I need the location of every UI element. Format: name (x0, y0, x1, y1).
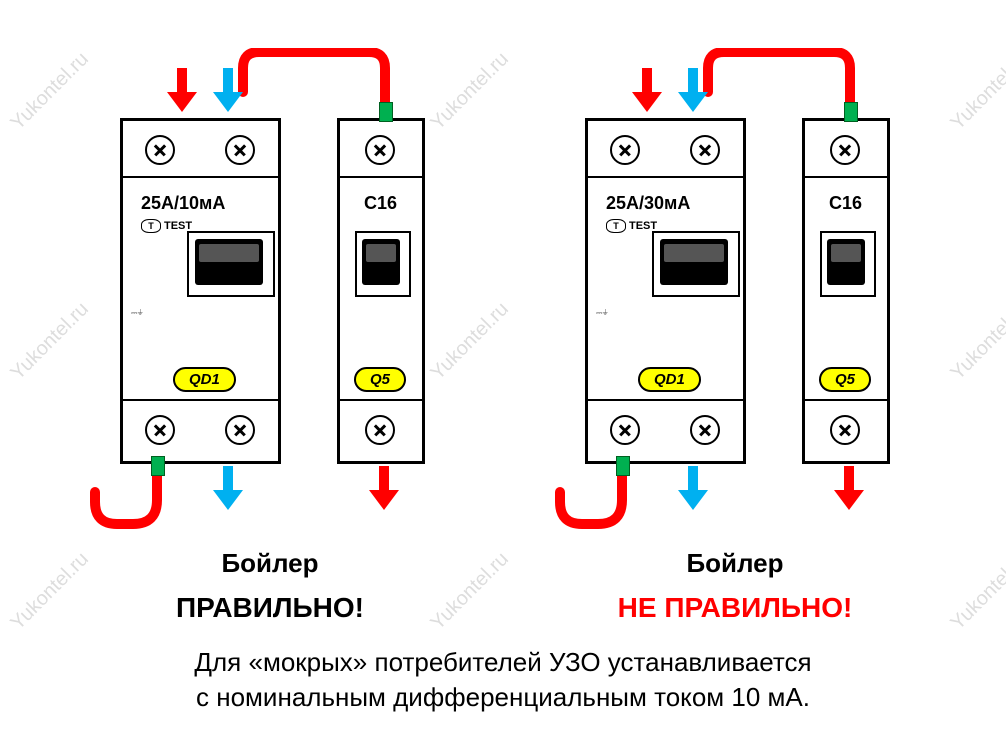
phase-out-arrow (834, 466, 864, 510)
wiring-panel: 25А/30мАTTEST⎓⏚QD1C16Q5 БойлерНЕ ПРАВИЛЬ… (520, 48, 950, 568)
phase-wire-top (243, 52, 385, 118)
neutral-out-arrow (213, 466, 243, 510)
terminal-screw (690, 135, 720, 165)
rcd-device: 25А/30мА TTEST ⎓⏚ QD1 (585, 118, 746, 464)
mcb-device: C16 Q5 (337, 118, 425, 464)
terminal-screw (830, 415, 860, 445)
verdict-label: НЕ ПРАВИЛЬНО! (520, 592, 950, 624)
phase-out-arrow (369, 466, 399, 510)
mcb-tag: Q5 (354, 367, 406, 392)
mcb-tag: Q5 (819, 367, 871, 392)
mcb-device: C16 Q5 (802, 118, 890, 464)
mcb-rating: C16 (364, 193, 397, 214)
terminal-screw (610, 415, 640, 445)
phase-wire-bottom (560, 460, 622, 524)
verdict-label: ПРАВИЛЬНО! (55, 592, 485, 624)
terminal-screw (610, 135, 640, 165)
rcd-tag: QD1 (173, 367, 236, 392)
rcd-rating: 25А/30мА (606, 193, 690, 214)
terminal-screw (145, 135, 175, 165)
rcd-circuit-symbol: ⎓⏚ (596, 309, 608, 317)
device-divider (805, 399, 887, 401)
device-label: Бойлер (55, 548, 485, 579)
rcd-toggle-frame (652, 231, 740, 297)
terminal-screw (145, 415, 175, 445)
wiring-panel: 25А/10мАTTEST⎓⏚QD1C16Q5 БойлерПРАВИЛЬНО! (55, 48, 485, 568)
device-divider (588, 176, 743, 178)
phase-in-arrow (167, 68, 197, 112)
rcd-test-button: TTEST (141, 219, 192, 233)
terminal-screw (830, 135, 860, 165)
device-divider (588, 399, 743, 401)
device-divider (805, 176, 887, 178)
terminal-screw (690, 415, 720, 445)
rcd-rating: 25А/10мА (141, 193, 225, 214)
mcb-toggle-frame (820, 231, 876, 297)
rcd-circuit-symbol: ⎓⏚ (131, 309, 143, 317)
device-divider (123, 176, 278, 178)
device-divider (340, 399, 422, 401)
rcd-bottom-connector (616, 456, 630, 476)
rcd-test-button: TTEST (606, 219, 657, 233)
mcb-top-connector (844, 102, 858, 122)
watermark: Yukontel.ru (947, 48, 1006, 135)
rcd-tag: QD1 (638, 367, 701, 392)
neutral-in-arrow (678, 68, 708, 112)
terminal-screw (365, 135, 395, 165)
neutral-out-arrow (678, 466, 708, 510)
rcd-bottom-connector (151, 456, 165, 476)
terminal-screw (365, 415, 395, 445)
phase-wire-bottom (95, 460, 157, 524)
mcb-top-connector (379, 102, 393, 122)
terminal-screw (225, 135, 255, 165)
device-divider (123, 399, 278, 401)
mcb-rating: C16 (829, 193, 862, 214)
neutral-in-arrow (213, 68, 243, 112)
phase-in-arrow (632, 68, 662, 112)
rcd-device: 25А/10мА TTEST ⎓⏚ QD1 (120, 118, 281, 464)
watermark: Yukontel.ru (947, 548, 1006, 635)
terminal-screw (225, 415, 255, 445)
watermark: Yukontel.ru (947, 298, 1006, 385)
mcb-toggle-frame (355, 231, 411, 297)
phase-wire-top (708, 52, 850, 118)
device-divider (340, 176, 422, 178)
rcd-toggle-frame (187, 231, 275, 297)
footer-note: Для «мокрых» потребителей УЗО устанавлив… (0, 645, 1006, 715)
device-label: Бойлер (520, 548, 950, 579)
